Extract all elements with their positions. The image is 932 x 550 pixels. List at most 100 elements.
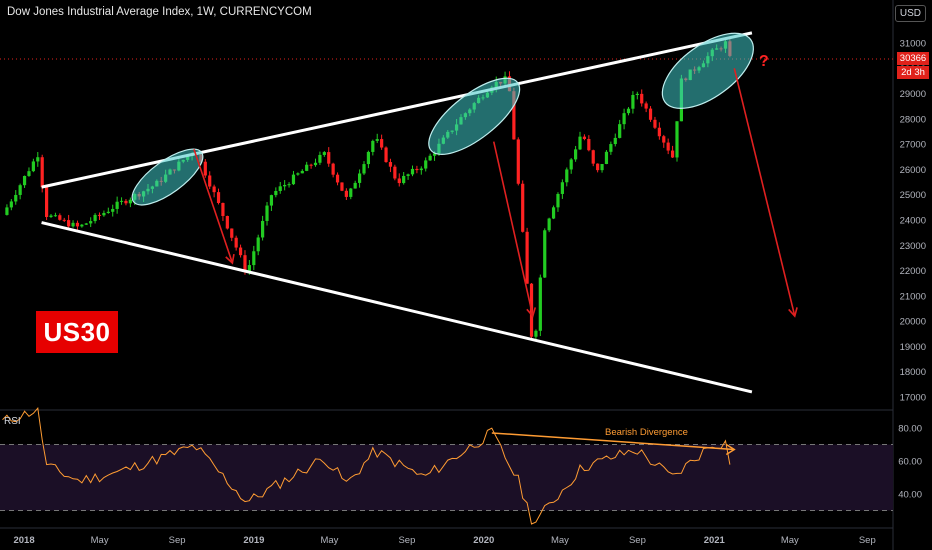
candle xyxy=(415,165,419,174)
candle xyxy=(22,175,27,188)
time-axis-tick: May xyxy=(91,535,109,546)
trendline-lower[interactable] xyxy=(41,221,753,394)
candle xyxy=(560,179,564,199)
time-axis-tick: Sep xyxy=(859,535,876,546)
highlight-ellipse xyxy=(428,77,521,155)
candle xyxy=(80,223,84,228)
candle xyxy=(604,150,609,165)
drop-arrow xyxy=(492,141,534,317)
candle xyxy=(662,134,666,148)
candle xyxy=(551,205,556,220)
question-mark-annotation: ? xyxy=(759,53,769,70)
candle xyxy=(221,202,225,221)
rsi-axis-tick: 40.00 xyxy=(898,490,922,501)
candle xyxy=(353,180,357,189)
candle xyxy=(97,212,102,220)
candle xyxy=(609,141,613,155)
candle xyxy=(428,153,432,161)
time-axis-tick: 2018 xyxy=(13,535,34,546)
candle xyxy=(5,204,9,216)
candle xyxy=(591,149,595,167)
candle xyxy=(556,192,560,212)
candle xyxy=(9,198,13,211)
candle xyxy=(626,107,631,116)
candle xyxy=(622,108,626,130)
candle xyxy=(252,245,256,270)
candle xyxy=(534,329,538,340)
candle xyxy=(274,187,278,198)
trendline-upper[interactable] xyxy=(41,31,753,189)
currency-selector[interactable]: USD xyxy=(894,5,926,22)
candle xyxy=(62,217,66,223)
price-axis-tick: 27000 xyxy=(900,140,926,151)
rsi-axis-tick: 80.00 xyxy=(898,424,922,435)
price-axis-tick: 29000 xyxy=(900,89,926,100)
candle xyxy=(67,214,71,228)
candle xyxy=(402,172,406,185)
candle xyxy=(631,91,635,114)
candle xyxy=(265,202,269,226)
price-axis-tick: 20000 xyxy=(900,317,926,328)
rsi-axis-tick: 60.00 xyxy=(898,457,922,468)
candle xyxy=(128,197,132,208)
candle xyxy=(318,151,322,165)
price-axis-tick: 31000 xyxy=(900,39,926,50)
price-axis-tick: 19000 xyxy=(900,342,926,353)
candle xyxy=(49,213,53,218)
candle xyxy=(349,187,353,200)
candle xyxy=(106,207,110,214)
candle xyxy=(574,145,578,162)
candle xyxy=(340,182,344,192)
candle xyxy=(388,158,393,173)
highlight-ellipse xyxy=(131,148,204,206)
candle xyxy=(380,134,384,150)
candle xyxy=(203,159,207,178)
candle xyxy=(600,163,604,173)
candle xyxy=(596,163,600,173)
time-axis-tick: Sep xyxy=(398,535,415,546)
candle xyxy=(357,169,362,188)
candle xyxy=(587,135,591,152)
candle xyxy=(309,163,313,169)
price-axis-tick: 22000 xyxy=(900,266,926,277)
highlight-ellipse xyxy=(661,32,754,110)
time-axis-tick: 2019 xyxy=(243,535,264,546)
time-axis-tick: May xyxy=(551,535,569,546)
candle xyxy=(569,158,573,174)
candle xyxy=(543,228,547,278)
candle xyxy=(31,158,35,173)
bearish-divergence-line xyxy=(491,432,735,451)
candle xyxy=(371,139,375,156)
candle xyxy=(291,170,296,186)
candle xyxy=(618,119,622,139)
candle xyxy=(582,134,587,141)
candle xyxy=(111,204,115,217)
candle xyxy=(93,213,97,224)
candle xyxy=(313,158,318,167)
candle xyxy=(18,183,22,200)
candle xyxy=(393,164,397,181)
candle xyxy=(208,171,212,190)
price-axis-tick: 24000 xyxy=(900,216,926,227)
candle xyxy=(521,180,525,233)
candle xyxy=(216,188,221,205)
candle xyxy=(362,161,366,176)
candle xyxy=(322,151,326,157)
last-price-tag: 30366 xyxy=(897,52,929,65)
price-axis-tick: 25000 xyxy=(900,190,926,201)
candle xyxy=(335,172,340,186)
rsi-band xyxy=(0,444,893,511)
candle xyxy=(287,182,291,188)
candle xyxy=(212,184,216,198)
candle xyxy=(36,151,40,167)
candle xyxy=(45,184,49,221)
candle xyxy=(653,116,657,130)
candle xyxy=(344,188,348,200)
candle xyxy=(115,196,119,214)
candle xyxy=(397,173,401,187)
time-axis-tick: Sep xyxy=(629,535,646,546)
drop-arrow xyxy=(733,68,796,317)
price-axis-tick: 18000 xyxy=(900,367,926,378)
drop-arrowhead xyxy=(225,253,235,265)
